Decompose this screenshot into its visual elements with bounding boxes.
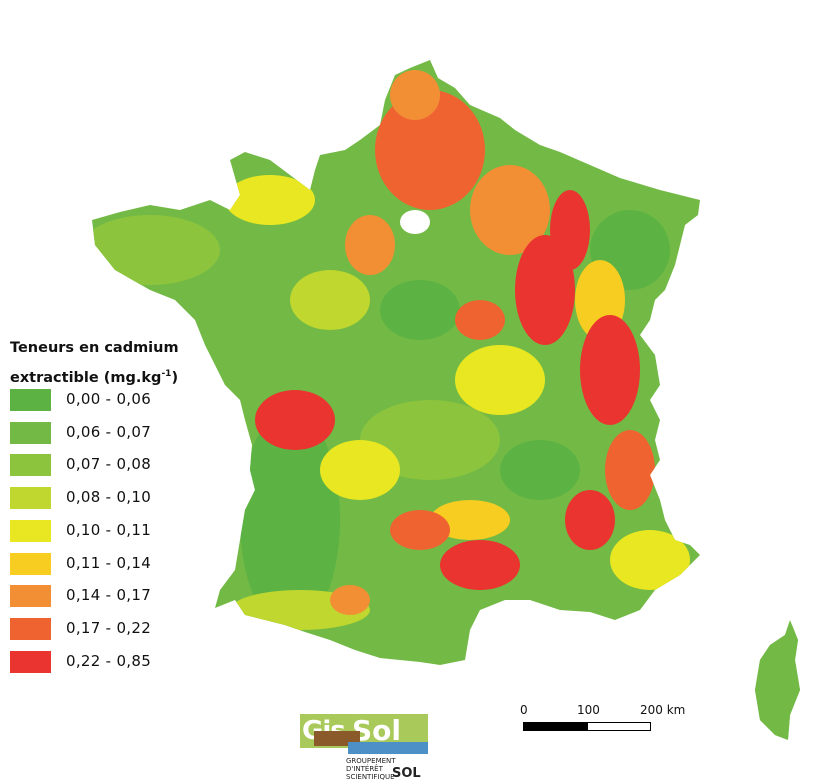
scale-label-0: 0 (520, 703, 528, 717)
legend-swatch (10, 421, 51, 444)
logo-subtitle-3: scientifique (346, 773, 395, 781)
scale-segment-black (523, 722, 587, 731)
logo-blue-band (348, 742, 428, 754)
zone-alps-south-orange (605, 430, 655, 510)
logo-subtitle-sol: SOL (392, 766, 421, 781)
legend-title-line1: Teneurs en cadmium (10, 340, 179, 356)
legend-swatch (10, 389, 51, 411)
legend-label: 0,11 - 0,14 (66, 553, 152, 572)
zone-paris-orange (345, 215, 395, 275)
zone-paris-nodata (400, 210, 430, 234)
legend-swatch (10, 552, 51, 575)
legend-swatch (10, 519, 51, 542)
legend-label: 0,22 - 0,85 (66, 651, 152, 670)
legend-item: 0,00 - 0,06 (10, 389, 210, 415)
zone-languedoc-red (440, 540, 520, 590)
zone-normandy-yellow (225, 175, 315, 225)
legend-swatch (10, 454, 51, 477)
legend-label: 0,10 - 0,11 (66, 520, 152, 539)
legend-item: 0,10 - 0,11 (10, 519, 210, 546)
zone-nord-orange (390, 70, 440, 120)
zone-beauce (380, 280, 460, 340)
legend-item: 0,17 - 0,22 (10, 617, 210, 644)
zone-corsica (750, 620, 800, 740)
logo-subtitle-1: Groupement (346, 757, 396, 765)
scale-label-200: 200 km (640, 703, 686, 717)
gissol-logo: Gis Sol Groupement d'intérêt scientifiqu… (300, 714, 432, 781)
zone-cevennes-red (565, 490, 615, 550)
zone-west-yellow (290, 270, 370, 330)
scale-segment-white (587, 722, 651, 731)
legend-label: 0,08 - 0,10 (66, 488, 152, 507)
legend-label: 0,00 - 0,06 (66, 390, 152, 408)
zone-provence-yellow (610, 530, 690, 590)
zone-champagne-orange (470, 165, 550, 255)
zone-morvan-orange (455, 300, 505, 340)
legend-swatch (10, 487, 51, 510)
zone-ardennes-red (550, 190, 590, 270)
legend-title-line2: extractible (mg.kg-1) (10, 361, 210, 391)
legend-label: 0,14 - 0,17 (66, 586, 152, 605)
zone-aveyron-red (390, 510, 450, 550)
legend-label: 0,07 - 0,08 (66, 455, 152, 474)
legend-title: Teneurs en cadmium extractible (mg.kg-1) (10, 335, 210, 391)
zone-landes (240, 410, 340, 630)
legend-item: 0,08 - 0,10 (10, 487, 210, 513)
zone-charente-red (255, 390, 335, 450)
legend-item: 0,11 - 0,14 (10, 552, 210, 579)
legend-item: 0,22 - 0,85 (10, 650, 210, 677)
legend-swatch (10, 617, 51, 640)
legend-swatch (10, 585, 51, 608)
zone-pyrenees-orange (330, 585, 370, 615)
legend-item: 0,07 - 0,08 (10, 454, 210, 480)
map-legend: Teneurs en cadmium extractible (mg.kg-1)… (10, 335, 210, 673)
zone-alps-red (580, 315, 640, 425)
zone-burgundy-yellow (455, 345, 545, 415)
legend-label: 0,06 - 0,07 (66, 422, 152, 441)
legend-item: 0,06 - 0,07 (10, 421, 210, 448)
legend-title-superscript: -1 (161, 369, 172, 379)
zone-north-red (375, 90, 485, 210)
legend-label: 0,17 - 0,22 (66, 618, 152, 637)
legend-title-line2-text: extractible (mg.kg (10, 369, 162, 386)
legend-swatch (10, 650, 51, 673)
logo-subtitle-2: d'intérêt (346, 765, 383, 773)
legend-title-line2-suffix: ) (171, 369, 179, 386)
scale-bar: 0 100 200 km (520, 703, 690, 737)
zone-massif-central (500, 440, 580, 500)
logo-subtitle: Groupement d'intérêt scientifique (346, 757, 396, 781)
zone-brittany (92, 215, 220, 285)
legend-item: 0,14 - 0,17 (10, 585, 210, 611)
scale-label-100: 100 (577, 703, 600, 717)
zone-southwest-yellow (320, 440, 400, 500)
